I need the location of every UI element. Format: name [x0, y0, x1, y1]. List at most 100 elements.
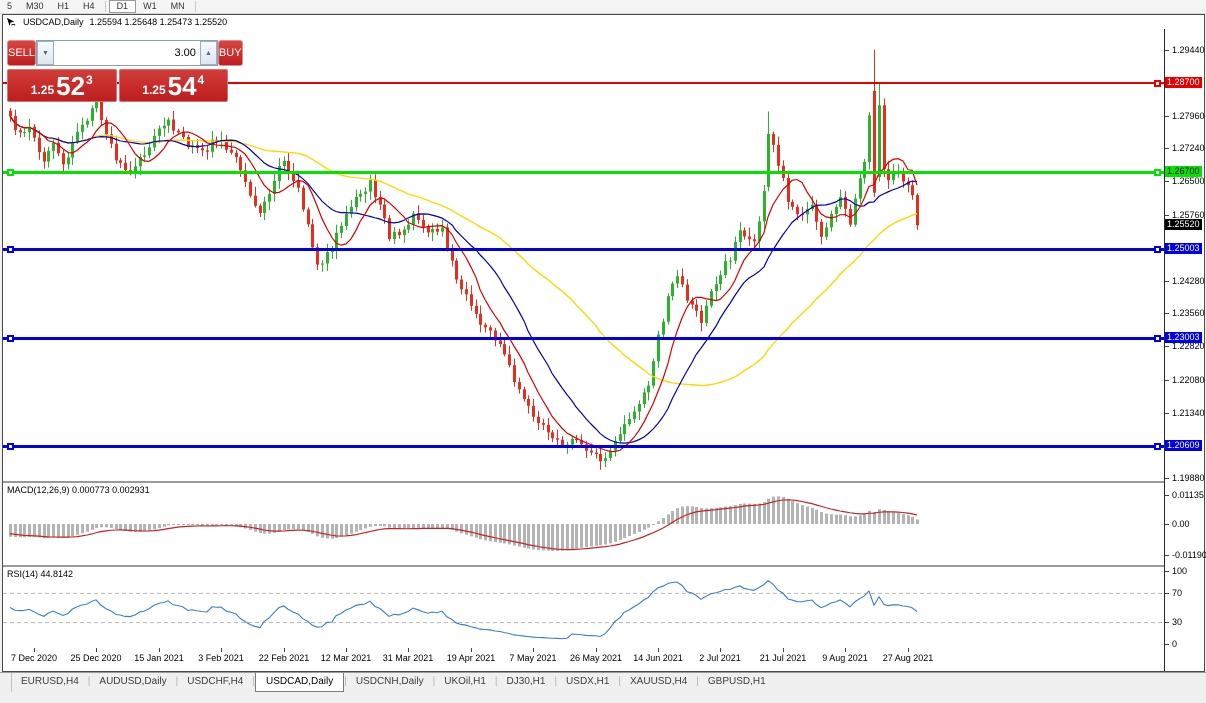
date-axis-label: 9 Aug 2021	[822, 653, 868, 663]
price-axis-label: 1.24280	[1172, 276, 1205, 286]
chart-tab-audusd-daily[interactable]: AUDUSD,Daily	[99, 676, 167, 687]
date-tick-mark	[346, 648, 347, 652]
volume-input[interactable]	[53, 41, 200, 65]
date-tick-mark	[658, 648, 659, 652]
macd-label: MACD(12,26,9) 0.000773 0.002931	[7, 485, 150, 495]
date-axis-label: 12 Mar 2021	[320, 653, 372, 663]
chart-tab-xauusd-h4[interactable]: XAUUSD,H4	[630, 676, 688, 687]
chart-tab-eurusd-h4[interactable]: EURUSD,H4	[21, 676, 79, 687]
cursor-icon	[6, 17, 16, 26]
axis-tick-mark	[1165, 281, 1169, 282]
price-axis-label: 1.29440	[1172, 45, 1205, 55]
tab-separator: |	[554, 676, 558, 687]
chart-tab-ukoil-h1[interactable]: UKOil,H1	[444, 676, 486, 687]
chart-tab-usdx-h1[interactable]: USDX,H1	[566, 676, 610, 687]
timeframe-button-h4[interactable]: H4	[83, 1, 95, 11]
date-axis-label: 25 Dec 2020	[70, 653, 122, 663]
axis-tick-mark	[1165, 495, 1169, 496]
axis-tick-mark	[1165, 571, 1169, 572]
axis-tick-mark	[1165, 50, 1169, 51]
sell-button[interactable]: SELL	[7, 40, 36, 66]
axis-tick-mark	[1165, 181, 1169, 182]
date-tick-mark	[596, 648, 597, 652]
date-tick-mark	[783, 648, 784, 652]
axis-divider	[1164, 29, 1165, 671]
chart-tab-bar[interactable]: EURUSD,H4 | AUDUSD,Daily | USDCHF,H4 | USDCAD,…	[0, 672, 1206, 703]
volume-decrease-button[interactable]: ▼	[36, 41, 54, 65]
date-axis-label: 31 Mar 2021	[382, 653, 434, 663]
axis-tick-mark	[1165, 380, 1169, 381]
buy-price-big: 54	[167, 71, 197, 101]
tab-separator: |	[494, 676, 498, 687]
axis-tick-mark	[1165, 413, 1169, 414]
buy-button[interactable]: BUY	[217, 40, 243, 66]
tab-separator: |	[252, 676, 255, 687]
chart-tab-usdcad-daily[interactable]: USDCAD,Daily	[254, 673, 345, 692]
date-axis-label: 22 Feb 2021	[258, 653, 310, 663]
axis-tick-mark	[1165, 346, 1169, 347]
chart-title-symbol: USDCAD,Daily	[23, 17, 84, 27]
price-axis-label: 1.27960	[1172, 111, 1205, 121]
date-axis-label: 14 Jun 2021	[633, 653, 683, 663]
price-axis-label: 1.23560	[1172, 308, 1205, 318]
date-tick-mark	[221, 648, 222, 652]
macd-axis-label: 0.01135	[1172, 490, 1204, 500]
axis-tick-mark	[1165, 215, 1169, 216]
axis-tick-mark	[1165, 593, 1169, 594]
chart-tab-gbpusd-h1[interactable]: GBPUSD,H1	[707, 676, 766, 687]
tab-separator: |	[696, 676, 699, 687]
tab-stub	[0, 673, 12, 692]
macd-indicator-canvas[interactable]	[3, 483, 1164, 565]
price-axis-label: 1.22820	[1172, 341, 1205, 351]
date-axis-label: 21 Jul 2021	[759, 653, 807, 663]
sell-price-prefix: 1.25	[30, 83, 55, 97]
rsi-indicator-canvas[interactable]	[3, 567, 1164, 648]
date-tick-mark	[720, 648, 721, 652]
chart-tab-dj30-h1[interactable]: DJ30,H1	[506, 676, 546, 687]
date-axis-label: 3 Feb 2021	[198, 653, 244, 663]
buy-price-button[interactable]: 1.25 54 4	[118, 69, 228, 102]
axis-tick-mark	[1165, 622, 1169, 623]
date-axis-label: 2 Jul 2021	[699, 653, 741, 663]
date-tick-mark	[159, 648, 160, 652]
axis-tick-mark	[1165, 478, 1169, 479]
timeframe-button-m30[interactable]: M30	[26, 1, 44, 11]
timeframe-button-h1[interactable]: H1	[57, 1, 70, 11]
pane-splitter[interactable]	[3, 481, 1204, 483]
sell-price-button[interactable]: 1.25 52 3	[7, 69, 117, 102]
date-tick-mark	[408, 648, 409, 652]
timeframe-button-d1[interactable]: D1	[108, 0, 137, 13]
timeframe-button-mn[interactable]: MN	[170, 1, 185, 11]
date-axis-label: 27 Aug 2021	[882, 653, 934, 663]
date-tick-mark	[96, 648, 97, 652]
one-click-trade-panel: SELL ▼ ▲ BUY 1.25 52 3 1.25 54 4	[7, 40, 243, 102]
chart-tab-usdcnh-daily[interactable]: USDCNH,Daily	[355, 676, 424, 687]
buy-price-prefix: 1.25	[142, 83, 166, 97]
macd-axis-label: -0.01190	[1172, 550, 1206, 560]
date-axis-label: 26 May 2021	[569, 653, 623, 663]
price-chart-canvas[interactable]	[3, 29, 1164, 481]
chart-title-row: USDCAD,Daily 1.25594 1.25648 1.25473 1.2…	[3, 15, 1204, 29]
pane-splitter[interactable]	[3, 565, 1204, 567]
tab-separator: |	[344, 676, 347, 687]
chart-tab-usdchf-h4[interactable]: USDCHF,H4	[187, 676, 244, 687]
price-axis[interactable]: 1.29440 1.27960 1.27240 1.26500 1.25760 1.242…	[1165, 29, 1206, 671]
timeframe-toolbar[interactable]: 5 M30 H1 H4 D1 W1 MN	[0, 0, 1206, 14]
price-axis-label: 1.22080	[1172, 375, 1205, 385]
date-axis[interactable]: 7 Dec 2020 25 Dec 2020 15 Jan 2021 3 Feb 20…	[3, 648, 1164, 671]
axis-tick-mark	[1165, 644, 1169, 645]
price-axis-label: 1.21340	[1172, 408, 1205, 418]
axis-tick-mark	[1165, 555, 1169, 556]
date-tick-mark	[284, 648, 285, 652]
timeframe-button-5[interactable]: 5	[7, 1, 13, 11]
rsi-label: RSI(14) 44.8142	[7, 569, 74, 579]
timeframe-button-w1[interactable]: W1	[143, 1, 157, 11]
tab-separator: |	[87, 676, 91, 687]
price-axis-label: 1.19880	[1172, 473, 1205, 483]
tab-separator: |	[432, 676, 436, 687]
volume-increase-button[interactable]: ▲	[199, 41, 217, 65]
price-axis-label: 1.26500	[1172, 176, 1205, 186]
axis-tick-mark	[1165, 116, 1169, 117]
toolbar-separator	[194, 1, 196, 12]
date-tick-mark	[533, 648, 534, 652]
